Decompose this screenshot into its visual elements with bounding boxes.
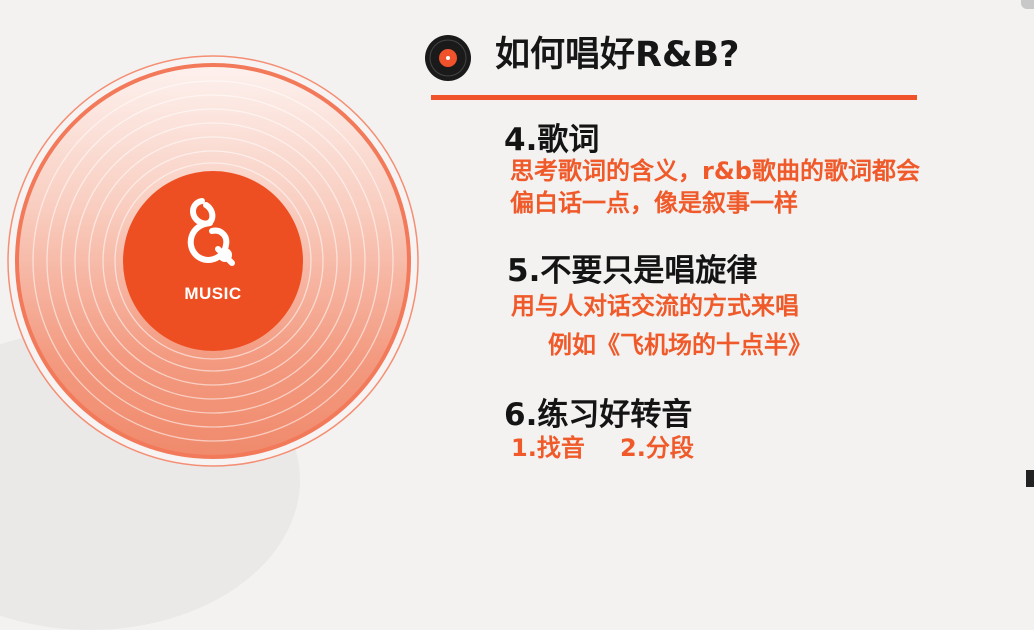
vinyl-disc-icon [424, 34, 472, 82]
section-text-line: 1.找音 [511, 434, 585, 462]
section-text-line: 2.分段 [620, 434, 694, 462]
music-label: MUSIC [184, 284, 242, 303]
section-heading-melody: 5.不要只是唱旋律 [507, 253, 758, 289]
section-heading-riffs: 6.练习好转音 [504, 397, 693, 433]
page-title: 如何唱好R&B? [495, 35, 740, 75]
music-note-icon [180, 193, 242, 271]
section-heading-lyrics: 4.歌词 [504, 122, 600, 158]
title-underline [431, 95, 917, 100]
section-text-line: 偏白话一点，像是叙事一样 [510, 189, 798, 217]
corner-artifact [1021, 0, 1034, 9]
section-text-line: 例如《飞机场的十点半》 [548, 331, 812, 359]
section-text-line: 思考歌词的含义，r&b歌曲的歌词都会 [510, 157, 920, 185]
vinyl-record: MUSIC [0, 43, 430, 473]
section-text-line: 用与人对话交流的方式来唱 [511, 292, 799, 320]
corner-artifact [1026, 470, 1034, 487]
